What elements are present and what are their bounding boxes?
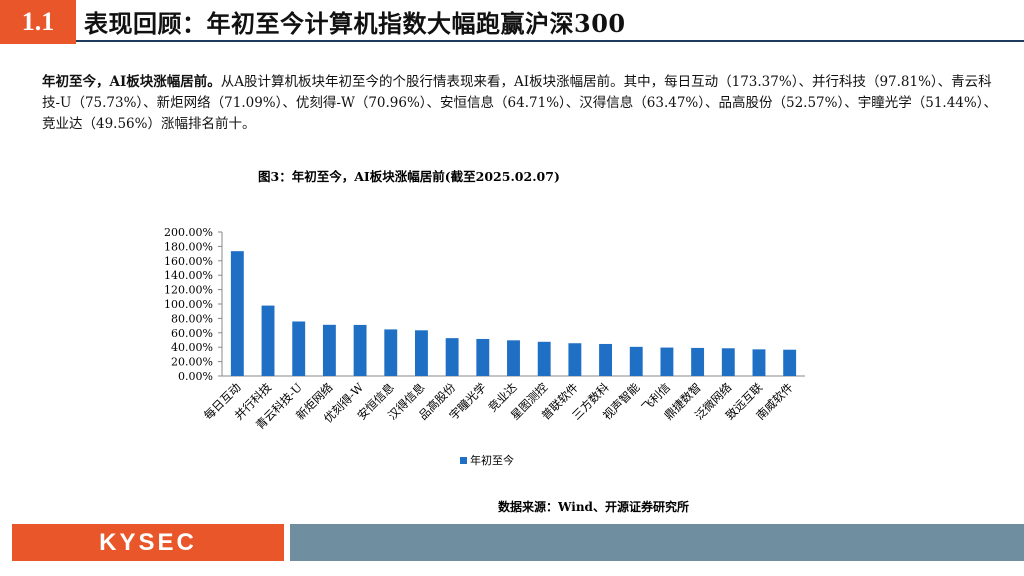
bar: [261, 305, 275, 376]
y-tick-label: 100.00%: [164, 298, 213, 311]
y-tick-label: 140.00%: [164, 269, 213, 282]
bar: [322, 324, 336, 376]
y-tick-label: 200.00%: [164, 226, 213, 239]
y-tick-label: 180.00%: [164, 240, 213, 253]
bar: [292, 321, 306, 376]
y-tick-label: 80.00%: [171, 312, 213, 325]
y-tick-label: 20.00%: [171, 356, 213, 369]
y-tick-label: 60.00%: [171, 327, 213, 340]
bar: [599, 343, 612, 376]
section-number: 1.1: [0, 0, 76, 44]
bar: [445, 338, 459, 376]
y-tick-label: 160.00%: [164, 255, 213, 268]
bar: [476, 338, 490, 376]
footer-bar: [290, 524, 1024, 561]
data-source: 数据来源：Wind、开源证券研究所: [498, 500, 689, 514]
paragraph-body: 从A股计算机板块年初至今的个股行情表现来看，AI板块涨幅居前。其中，每日互动（1…: [42, 74, 997, 132]
legend-swatch: [460, 457, 467, 464]
bar: [507, 340, 520, 376]
bar: [721, 348, 735, 376]
legend-label: 年初至今: [470, 453, 514, 467]
bar: [629, 346, 643, 376]
bar: [660, 347, 674, 376]
page-title: 表现回顾：年初至今计算机指数大幅跑赢沪深300: [84, 9, 626, 38]
bar: [783, 349, 797, 376]
bar: [537, 341, 551, 376]
summary-paragraph: 年初至今，AI板块涨幅居前。从A股计算机板块年初至今的个股行情表现来看，AI板块…: [42, 72, 1002, 135]
bar: [568, 343, 582, 376]
paragraph-lead: 年初至今，AI板块涨幅居前。: [42, 74, 221, 90]
y-tick-label: 0.00%: [178, 370, 213, 383]
y-tick-label: 40.00%: [171, 341, 213, 354]
bar: [752, 349, 766, 376]
bar: [415, 330, 428, 376]
bar: [353, 324, 367, 376]
header: 1.1 表现回顾：年初至今计算机指数大幅跑赢沪深300: [0, 0, 1024, 44]
bar: [691, 347, 705, 376]
y-tick-label: 120.00%: [164, 284, 213, 297]
kysec-logo: KYSEC: [12, 524, 284, 561]
logo-text: KYSEC: [99, 528, 197, 556]
bar: [384, 329, 398, 376]
title-rule: [76, 40, 1024, 42]
figure-title: 图3：年初至今，AI板块涨幅居前(截至2025.02.07): [258, 169, 560, 184]
bar: [230, 251, 244, 376]
